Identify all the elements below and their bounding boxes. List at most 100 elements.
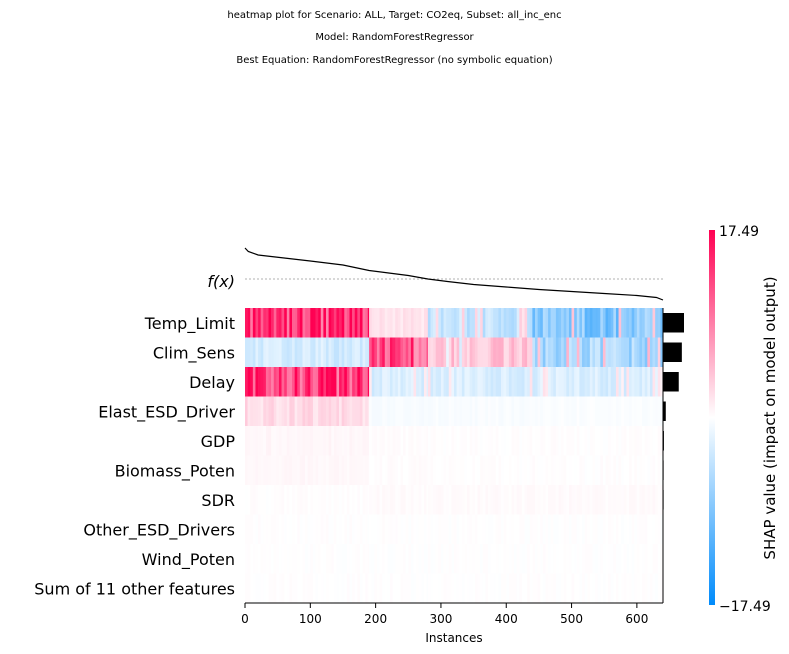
heatmap-cell [584,426,588,456]
heatmap-cell [387,485,391,515]
heatmap-cell [271,455,275,485]
heatmap-cell [649,337,653,367]
heatmap-cell [312,544,316,574]
heatmap-cell [339,544,342,574]
heatmap-cell [576,308,580,338]
heatmap-cell [359,337,363,367]
heatmap-cell [548,396,551,426]
heatmap-cell [597,396,601,426]
heatmap-cell [527,485,531,515]
heatmap-cell [649,573,653,603]
heatmap-cell [286,308,290,338]
heatmap-cell [371,544,375,574]
heatmap-cell [493,396,497,426]
heatmap-cell [320,455,324,485]
heatmap-cell [626,485,630,515]
heatmap-cell [508,426,512,456]
heatmap-cell [359,455,363,485]
heatmap-cell [477,308,481,338]
heatmap-cell [576,455,580,485]
heatmap-cell [443,308,447,338]
heatmap-cell [639,426,643,456]
heatmap-cell [423,396,427,426]
heatmap-cell [508,514,512,544]
heatmap-cell [516,544,520,574]
heatmap-cell [389,485,393,515]
heatmap-cell [631,544,635,574]
heatmap-cell [621,308,625,338]
heatmap-cell [469,573,473,603]
heatmap-cell [592,308,596,338]
heatmap-cell [618,367,622,397]
heatmap-cell [574,485,578,515]
colorbar-min-label: −17.49 [719,599,771,615]
heatmap-cell [357,308,361,338]
heatmap-cell [574,455,578,485]
heatmap-cell [305,514,308,544]
importance-bars [663,313,684,598]
heatmap-cell [571,544,575,574]
heatmap-cell [657,426,661,456]
heatmap-cell [587,308,591,338]
heatmap-cell [571,426,575,456]
heatmap-cell [333,367,337,397]
heatmap-cell [519,485,523,515]
heatmap-cell [644,573,648,603]
heatmap-cell [490,485,494,515]
heatmap-cell [451,544,455,574]
heatmap-cell [506,573,510,603]
heatmap-cell [346,573,350,603]
heatmap-cell [284,514,288,544]
heatmap-cell [423,337,427,367]
heatmap-cell [634,337,638,367]
heatmap-cell [376,396,380,426]
heatmap-cell [657,485,661,515]
heatmap-cell [400,573,404,603]
heatmap-cell [550,485,554,515]
heatmap-cell [534,396,538,426]
heatmap-cell [482,337,486,367]
heatmap-cell [644,367,648,397]
heatmap-cell [649,426,653,456]
heatmap-cell [610,426,614,456]
heatmap-cell [524,455,528,485]
heatmap-cell [400,308,404,338]
heatmap-cell [532,396,536,426]
heatmap-cell [344,308,348,338]
heatmap-cell [639,485,643,515]
heatmap-cell [516,426,520,456]
heatmap-cell [354,367,358,397]
heatmap-cell [626,396,630,426]
heatmap-cell [323,485,327,515]
heatmap-cell [576,514,580,544]
heatmap-cell [516,485,520,515]
heatmap-cell [400,367,404,397]
heatmap-cell [359,367,363,397]
heatmap-cell [357,426,361,456]
heatmap-cell [519,455,523,485]
heatmap-cell [392,396,396,426]
heatmap-cell [352,367,356,397]
heatmap-cell [405,396,409,426]
heatmap-cell [430,485,434,515]
heatmap-cell [325,455,329,485]
heatmap-cell [600,573,604,603]
heatmap-cell [540,396,544,426]
heatmap-cell [349,544,353,574]
heatmap-cell [631,514,635,544]
heatmap-cell [469,337,473,367]
heatmap-cell [595,514,598,544]
heatmap-cell [537,337,541,367]
heatmap-cell [605,337,609,367]
heatmap-cell [558,573,562,603]
heatmap-cell [405,367,409,397]
heatmap-cell [341,367,345,397]
heatmap-cell [320,514,324,544]
heatmap-cell [357,544,361,574]
feature-label: Clim_Sens [153,343,235,363]
heatmap-cell [655,308,659,338]
heatmap-cell [532,573,536,603]
heatmap-cell [443,485,447,515]
heatmap-cell [395,514,399,544]
feature-label: Sum of 11 other features [34,579,235,598]
